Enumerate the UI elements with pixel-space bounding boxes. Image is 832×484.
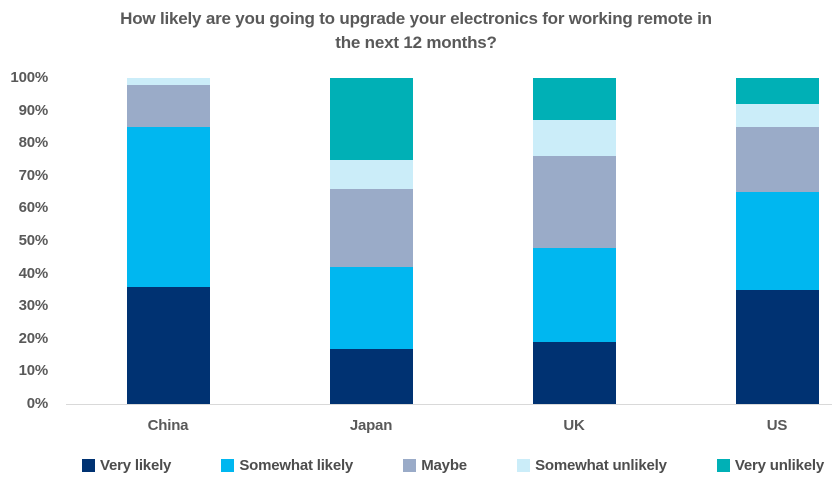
legend-swatch-icon [82, 458, 95, 472]
bar-segment [532, 342, 616, 404]
stacked-bar-uk [532, 78, 616, 404]
y-axis-tick-label: 90% [18, 101, 49, 119]
x-axis-category-label: China [147, 417, 189, 434]
bar-segment [735, 289, 819, 404]
legend-swatch-icon [716, 458, 730, 472]
chart-title-line1: How likely are you going to upgrade your… [120, 9, 712, 28]
legend-label: Somewhat unlikely [535, 456, 667, 474]
legend-item: Very likely [82, 457, 171, 474]
stacked-bar-us [735, 78, 819, 404]
x-axis-category-label: Japan [349, 417, 393, 434]
legend-label: Maybe [421, 456, 467, 474]
bar-segment [126, 84, 210, 127]
y-axis-tick-label: 40% [18, 264, 49, 282]
bar-segment [735, 126, 819, 193]
x-axis-category-label: US [766, 417, 788, 434]
bar-segment [532, 78, 616, 121]
y-axis-tick-label: 10% [18, 362, 49, 380]
legend-item: Somewhat likely [221, 457, 353, 474]
chart-title-line2: the next 12 months? [335, 33, 497, 52]
legend-swatch-icon [403, 458, 417, 472]
legend-label: Very likely [100, 456, 172, 474]
chart-title: How likely are you going to upgrade your… [0, 7, 832, 55]
bar-segment [532, 120, 616, 157]
y-axis-tick-label: 30% [18, 297, 49, 315]
legend-swatch-icon [517, 458, 531, 472]
bar-segment [126, 286, 210, 404]
legend-item: Maybe [403, 457, 467, 474]
bar-segment [735, 104, 819, 127]
bar-segment [126, 78, 210, 85]
y-axis-tick-label: 20% [18, 329, 49, 347]
legend-label: Very unlikely [734, 456, 824, 474]
bar-segment [329, 78, 413, 160]
bar-segment [735, 192, 819, 290]
legend-item: Somewhat unlikely [517, 457, 667, 474]
bar-segment [735, 78, 819, 105]
stacked-bar-japan [329, 78, 413, 404]
stacked-bar-china [126, 78, 210, 404]
legend-item: Very unlikely [716, 456, 824, 474]
y-axis-tick-label: 80% [18, 134, 49, 152]
bar-segment [329, 348, 413, 404]
legend-swatch-icon [221, 458, 235, 472]
y-axis-tick-label: 100% [10, 69, 48, 86]
y-axis-tick-label: 0% [26, 395, 48, 412]
x-axis-line [66, 403, 832, 405]
bar-segment [329, 159, 413, 189]
bar-segment [329, 267, 413, 349]
legend-label: Somewhat likely [239, 456, 354, 474]
y-axis-tick-label: 60% [18, 199, 49, 217]
x-axis-category-label: UK [563, 417, 585, 434]
bar-segment [329, 188, 413, 268]
bar-segment [532, 247, 616, 343]
legend: Very likely Somewhat likely Maybe Somewhat … [82, 455, 824, 475]
y-axis-tick-label: 70% [18, 166, 49, 184]
bar-segment [126, 126, 210, 287]
y-axis-tick-label: 50% [18, 232, 49, 249]
bar-segment [532, 156, 616, 248]
